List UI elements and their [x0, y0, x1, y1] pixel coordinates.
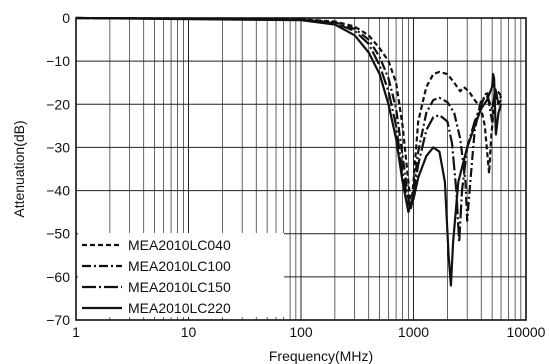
series-line-3 — [75, 16, 503, 244]
legend: MEA2010LC040 MEA2010LC100 MEA2010LC150 MEA2… — [78, 233, 284, 317]
series-lines — [75, 16, 503, 287]
x-tick-label: 1000 — [398, 324, 429, 340]
tick-labels: 0 −10 −20 −30 −40 −50 −60 −701 10 100 1000 10000 — [46, 10, 545, 340]
x-tick-label: 1 — [72, 324, 80, 340]
legend-label: MEA2010LC220 — [128, 300, 231, 316]
y-tick-label: −30 — [46, 139, 70, 155]
y-tick-label: −10 — [46, 53, 70, 69]
legend-label: MEA2010LC040 — [128, 237, 231, 253]
y-tick-label: −60 — [46, 269, 70, 285]
plot-frame — [75, 17, 527, 321]
x-axis-title: Frequency(MHz) — [269, 348, 373, 364]
y-tick-label: −40 — [46, 183, 70, 199]
x-tick-label: 10 — [181, 324, 197, 340]
y-tick-label: −20 — [46, 96, 70, 112]
x-tick-label: 10000 — [507, 324, 546, 340]
legend-label: MEA2010LC150 — [128, 279, 231, 295]
legend-background — [78, 233, 284, 317]
y-tick-label: −70 — [46, 312, 70, 328]
y-tick-label: −50 — [46, 226, 70, 242]
y-tick-label: 0 — [62, 10, 70, 26]
x-tick-label: 100 — [289, 324, 313, 340]
series-line-1 — [75, 16, 502, 209]
legend-label: MEA2010LC100 — [128, 258, 231, 274]
y-axis-title: Attenuation(dB) — [11, 120, 27, 217]
series-line-4 — [75, 16, 503, 287]
